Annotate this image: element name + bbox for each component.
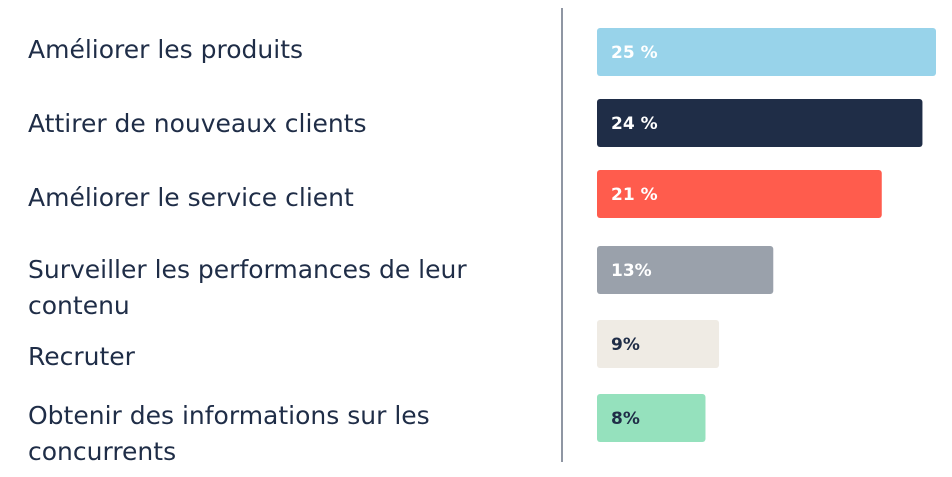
bar <box>597 320 720 368</box>
bar <box>597 99 923 147</box>
bar <box>597 170 882 218</box>
bar <box>597 28 936 76</box>
value-label: 25 % <box>611 43 658 63</box>
category-label: Attirer de nouveaux clients <box>28 109 367 138</box>
value-label: 21 % <box>611 185 658 205</box>
bars-group: 25 % 24 % 21 % 13% 9% 8% <box>597 28 936 442</box>
value-label: 8% <box>611 409 640 429</box>
category-label: Recruter <box>28 342 135 371</box>
bar <box>597 246 774 294</box>
value-label: 9% <box>611 335 640 355</box>
category-label: Surveiller les performances de leur cont… <box>28 255 467 320</box>
value-label: 13% <box>611 261 652 281</box>
category-label: Améliorer le service client <box>28 183 354 212</box>
category-label: Obtenir des informations sur les concurr… <box>28 401 430 466</box>
value-label: 24 % <box>611 114 658 134</box>
category-label: Améliorer les produits <box>28 35 304 64</box>
bar <box>597 394 706 442</box>
